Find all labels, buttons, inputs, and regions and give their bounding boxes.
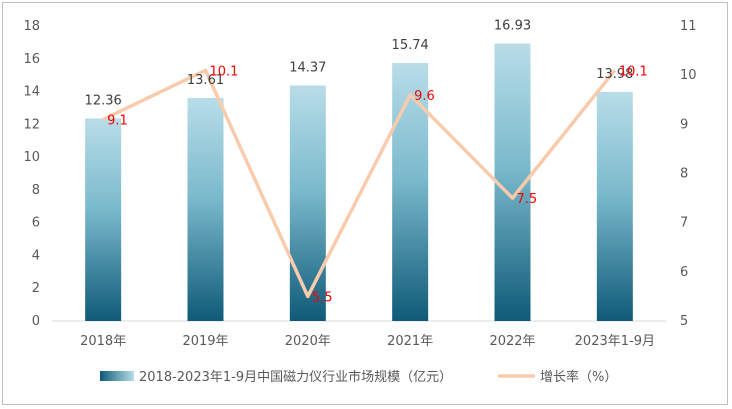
left-axis-tick-label: 2	[32, 281, 40, 296]
growth-rate-label: 7.5	[517, 192, 538, 207]
bar-value-label: 13.61	[187, 73, 224, 88]
bar-value-label: 15.74	[392, 38, 429, 53]
growth-rate-label: 9.6	[414, 89, 435, 104]
bar	[187, 97, 224, 321]
left-y-axis: 0 2 4 6 8 10 12 14 16 18	[23, 19, 40, 329]
left-axis-tick-label: 0	[32, 314, 40, 329]
left-axis-tick-label: 16	[23, 52, 40, 67]
x-axis-category-label: 2023年1-9月	[575, 334, 655, 349]
growth-rate-label: 5.5	[312, 290, 333, 305]
bar-value-label: 14.37	[289, 60, 326, 75]
bar	[596, 91, 633, 321]
bar-value-label: 12.36	[85, 93, 122, 108]
left-axis-tick-label: 8	[32, 183, 40, 198]
x-axis-category-label: 2022年	[489, 334, 535, 349]
left-axis-tick-label: 10	[23, 150, 40, 165]
right-axis-tick-label: 5	[680, 314, 688, 329]
left-axis-tick-label: 18	[23, 19, 40, 34]
bar-series	[85, 43, 633, 322]
right-axis-tick-label: 9	[680, 117, 688, 132]
left-axis-tick-label: 4	[32, 248, 40, 263]
legend-bar-swatch	[100, 371, 134, 381]
x-axis-category-label: 2020年	[285, 334, 331, 349]
growth-rate-label: 10.1	[619, 64, 648, 79]
legend-bar-label: 2018-2023年1-9月中国磁力仪行业市场规模（亿元）	[139, 369, 452, 385]
right-axis-tick-label: 11	[680, 19, 697, 34]
right-axis-tick-label: 8	[680, 167, 688, 182]
right-axis-tick-label: 10	[680, 68, 697, 83]
right-axis-tick-label: 7	[680, 216, 688, 231]
x-axis: 2018年 2019年 2020年 2021年 2022年 2023年1-9月	[52, 320, 666, 349]
x-axis-category-label: 2018年	[80, 334, 126, 349]
x-axis-category-label: 2019年	[182, 334, 228, 349]
bar	[85, 118, 122, 321]
left-axis-tick-label: 6	[32, 216, 40, 231]
bar-value-label: 13.98	[596, 67, 633, 82]
bar-value-label: 16.93	[494, 19, 531, 34]
x-axis-category-label: 2021年	[387, 334, 433, 349]
legend-line-label: 增长率（%）	[540, 369, 617, 385]
growth-rate-line	[102, 68, 617, 299]
data-labels: 12.36 13.61 14.37 15.74 16.93 13.98 9.1 10.1 5.5…	[85, 19, 648, 306]
left-axis-tick-label: 14	[23, 85, 40, 100]
right-axis-tick-label: 6	[680, 265, 688, 280]
growth-rate-label: 9.1	[107, 113, 128, 128]
bar	[289, 85, 326, 321]
right-y-axis: 5 6 7 8 9 10 11	[680, 19, 697, 329]
growth-rate-label: 10.1	[210, 64, 239, 79]
left-axis-tick-label: 12	[23, 117, 40, 132]
legend: 2018-2023年1-9月中国磁力仪行业市场规模（亿元） 增长率（%）	[100, 369, 617, 385]
line-series	[102, 68, 617, 299]
